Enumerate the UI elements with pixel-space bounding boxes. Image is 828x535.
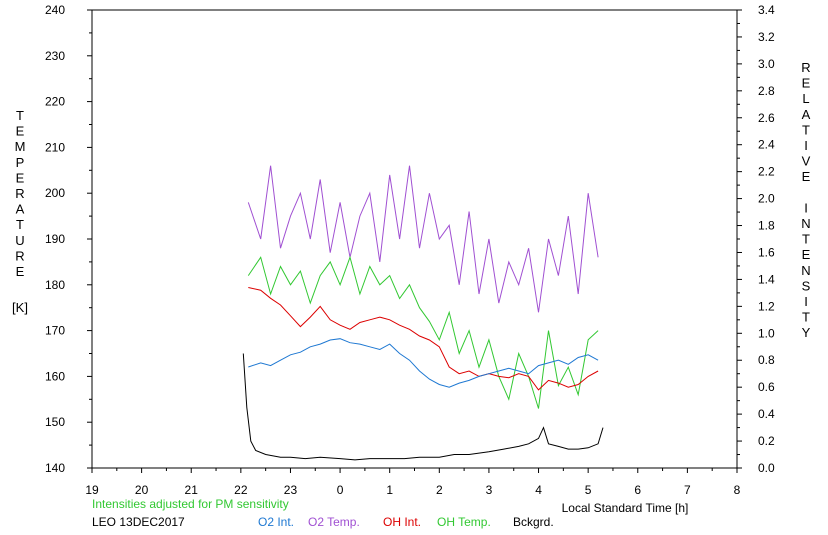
y-axis-label-left-letter: E (16, 264, 25, 279)
y-axis-label-right-letter: A (802, 107, 811, 122)
y-axis-label-right-letter: L (802, 91, 809, 106)
x-tick-label: 21 (185, 483, 199, 497)
x-tick-label: 19 (85, 483, 99, 497)
x-tick-label: 6 (634, 483, 641, 497)
y-tick-label-right: 3.4 (758, 3, 775, 17)
y-axis-label-left-letter: U (15, 233, 24, 248)
y-tick-label-right: 0.0 (758, 461, 775, 475)
plot-frame (91, 9, 738, 469)
x-tick-label: 7 (684, 483, 691, 497)
y-axis-label-right-letter: T (802, 122, 810, 137)
y-tick-label-right: 3.0 (758, 57, 775, 71)
y-tick-label-right: 1.2 (758, 299, 775, 313)
y-tick-label-left: 210 (45, 140, 65, 154)
y-tick-label-right: 1.0 (758, 326, 775, 340)
y-tick-label-right: 0.6 (758, 380, 775, 394)
x-tick-label: 4 (535, 483, 542, 497)
y-axis-label-left-letter: T (16, 108, 24, 123)
x-tick-label: 5 (585, 483, 592, 497)
y-axis-unit-left: [K] (12, 300, 28, 315)
tick-labels: 19 20 21 22 23 0 1 2 3 4 5 6 7 8140150160170180190200… (45, 3, 775, 497)
y-tick-label-right: 2.2 (758, 165, 775, 179)
note-text: Intensities adjusted for PM sensitivity (92, 497, 289, 511)
y-tick-label-right: 0.2 (758, 434, 775, 448)
y-tick-label-left: 140 (45, 461, 65, 475)
x-tick-label: 22 (234, 483, 248, 497)
series-line-o2-int (248, 338, 599, 388)
x-tick-label: 23 (284, 483, 298, 497)
y-axis-label-left-letter: T (16, 217, 24, 232)
x-tick-label: 20 (135, 483, 149, 497)
legend-entry: O2 Temp. (308, 515, 360, 529)
y-tick-label-right: 3.2 (758, 30, 775, 44)
y-tick-label-right: 2.0 (758, 192, 775, 206)
y-axis-label-right-letter: I (804, 138, 808, 153)
y-axis-label-right-letter: S (802, 278, 811, 293)
x-tick-label: 1 (386, 483, 393, 497)
y-tick-label-right: 2.4 (758, 138, 775, 152)
y-axis-label-left-letter: E (16, 170, 25, 185)
y-axis-label-right-letter: I (804, 200, 808, 215)
x-tick-label: 8 (734, 483, 741, 497)
x-tick-label: 3 (486, 483, 493, 497)
y-axis-label-right-letter: T (802, 232, 810, 247)
x-axis-label: Local Standard Time [h] (562, 501, 689, 515)
legend-entry: OH Temp. (437, 515, 491, 529)
series-line-oh-temp (247, 255, 599, 409)
y-tick-label-left: 150 (45, 415, 65, 429)
y-axis-label-right-letter: I (804, 294, 808, 309)
y-tick-label-right: 0.8 (758, 353, 775, 367)
y-axis-label-left-letter: M (15, 139, 26, 154)
legend-entry: O2 Int. (258, 515, 294, 529)
station-label: LEO 13DEC2017 (92, 515, 185, 529)
y-tick-label-right: 1.4 (758, 272, 775, 286)
y-tick-label-left: 240 (45, 3, 65, 17)
tick-marks (87, 9, 742, 473)
y-axis-label-left-letter: R (15, 186, 24, 201)
y-axis-label-right-letter: E (802, 169, 811, 184)
y-axis-label-left-letter: A (16, 202, 25, 217)
y-axis-label-right-letter: N (801, 263, 810, 278)
y-tick-label-left: 230 (45, 49, 65, 63)
y-tick-label-right: 1.8 (758, 219, 775, 233)
y-tick-label-right: 1.6 (758, 245, 775, 259)
y-axis-label-right-letter: E (802, 247, 811, 262)
series-line-o2-temp (247, 165, 599, 313)
y-axis-label-right-letter: T (802, 310, 810, 325)
y-tick-label-right: 2.8 (758, 84, 775, 98)
series-line-oh-int (248, 287, 599, 391)
y-axis-label-left-letter: R (15, 248, 24, 263)
legend: O2 Int. O2 Temp. OH Int. OH Temp. Bckgrd. (258, 515, 554, 529)
y-tick-label-left: 200 (45, 186, 65, 200)
y-tick-label-left: 190 (45, 232, 65, 246)
series-layer (242, 165, 604, 461)
y-axis-label-right-letter: N (801, 216, 810, 231)
x-tick-label: 2 (436, 483, 443, 497)
y-axis-label-right-letter: Y (802, 325, 811, 340)
y-tick-label-left: 170 (45, 324, 65, 338)
y-axis-label-right-letter: V (802, 154, 811, 169)
y-tick-label-right: 2.6 (758, 111, 775, 125)
y-tick-label-left: 220 (45, 95, 65, 109)
y-axis-label-right-letter: E (802, 76, 811, 91)
x-tick-label: 0 (337, 483, 344, 497)
y-axis-label-left-letter: E (16, 124, 25, 139)
y-tick-label-left: 180 (45, 278, 65, 292)
y-tick-label-right: 0.4 (758, 407, 775, 421)
y-tick-label-left: 160 (45, 369, 65, 383)
y-axis-label-right-letter: R (801, 60, 810, 75)
series-line-bckgrd (242, 353, 604, 461)
y-axis-label-left-letter: P (16, 155, 25, 170)
legend-entry: Bckgrd. (513, 515, 554, 529)
legend-entry: OH Int. (383, 515, 421, 529)
